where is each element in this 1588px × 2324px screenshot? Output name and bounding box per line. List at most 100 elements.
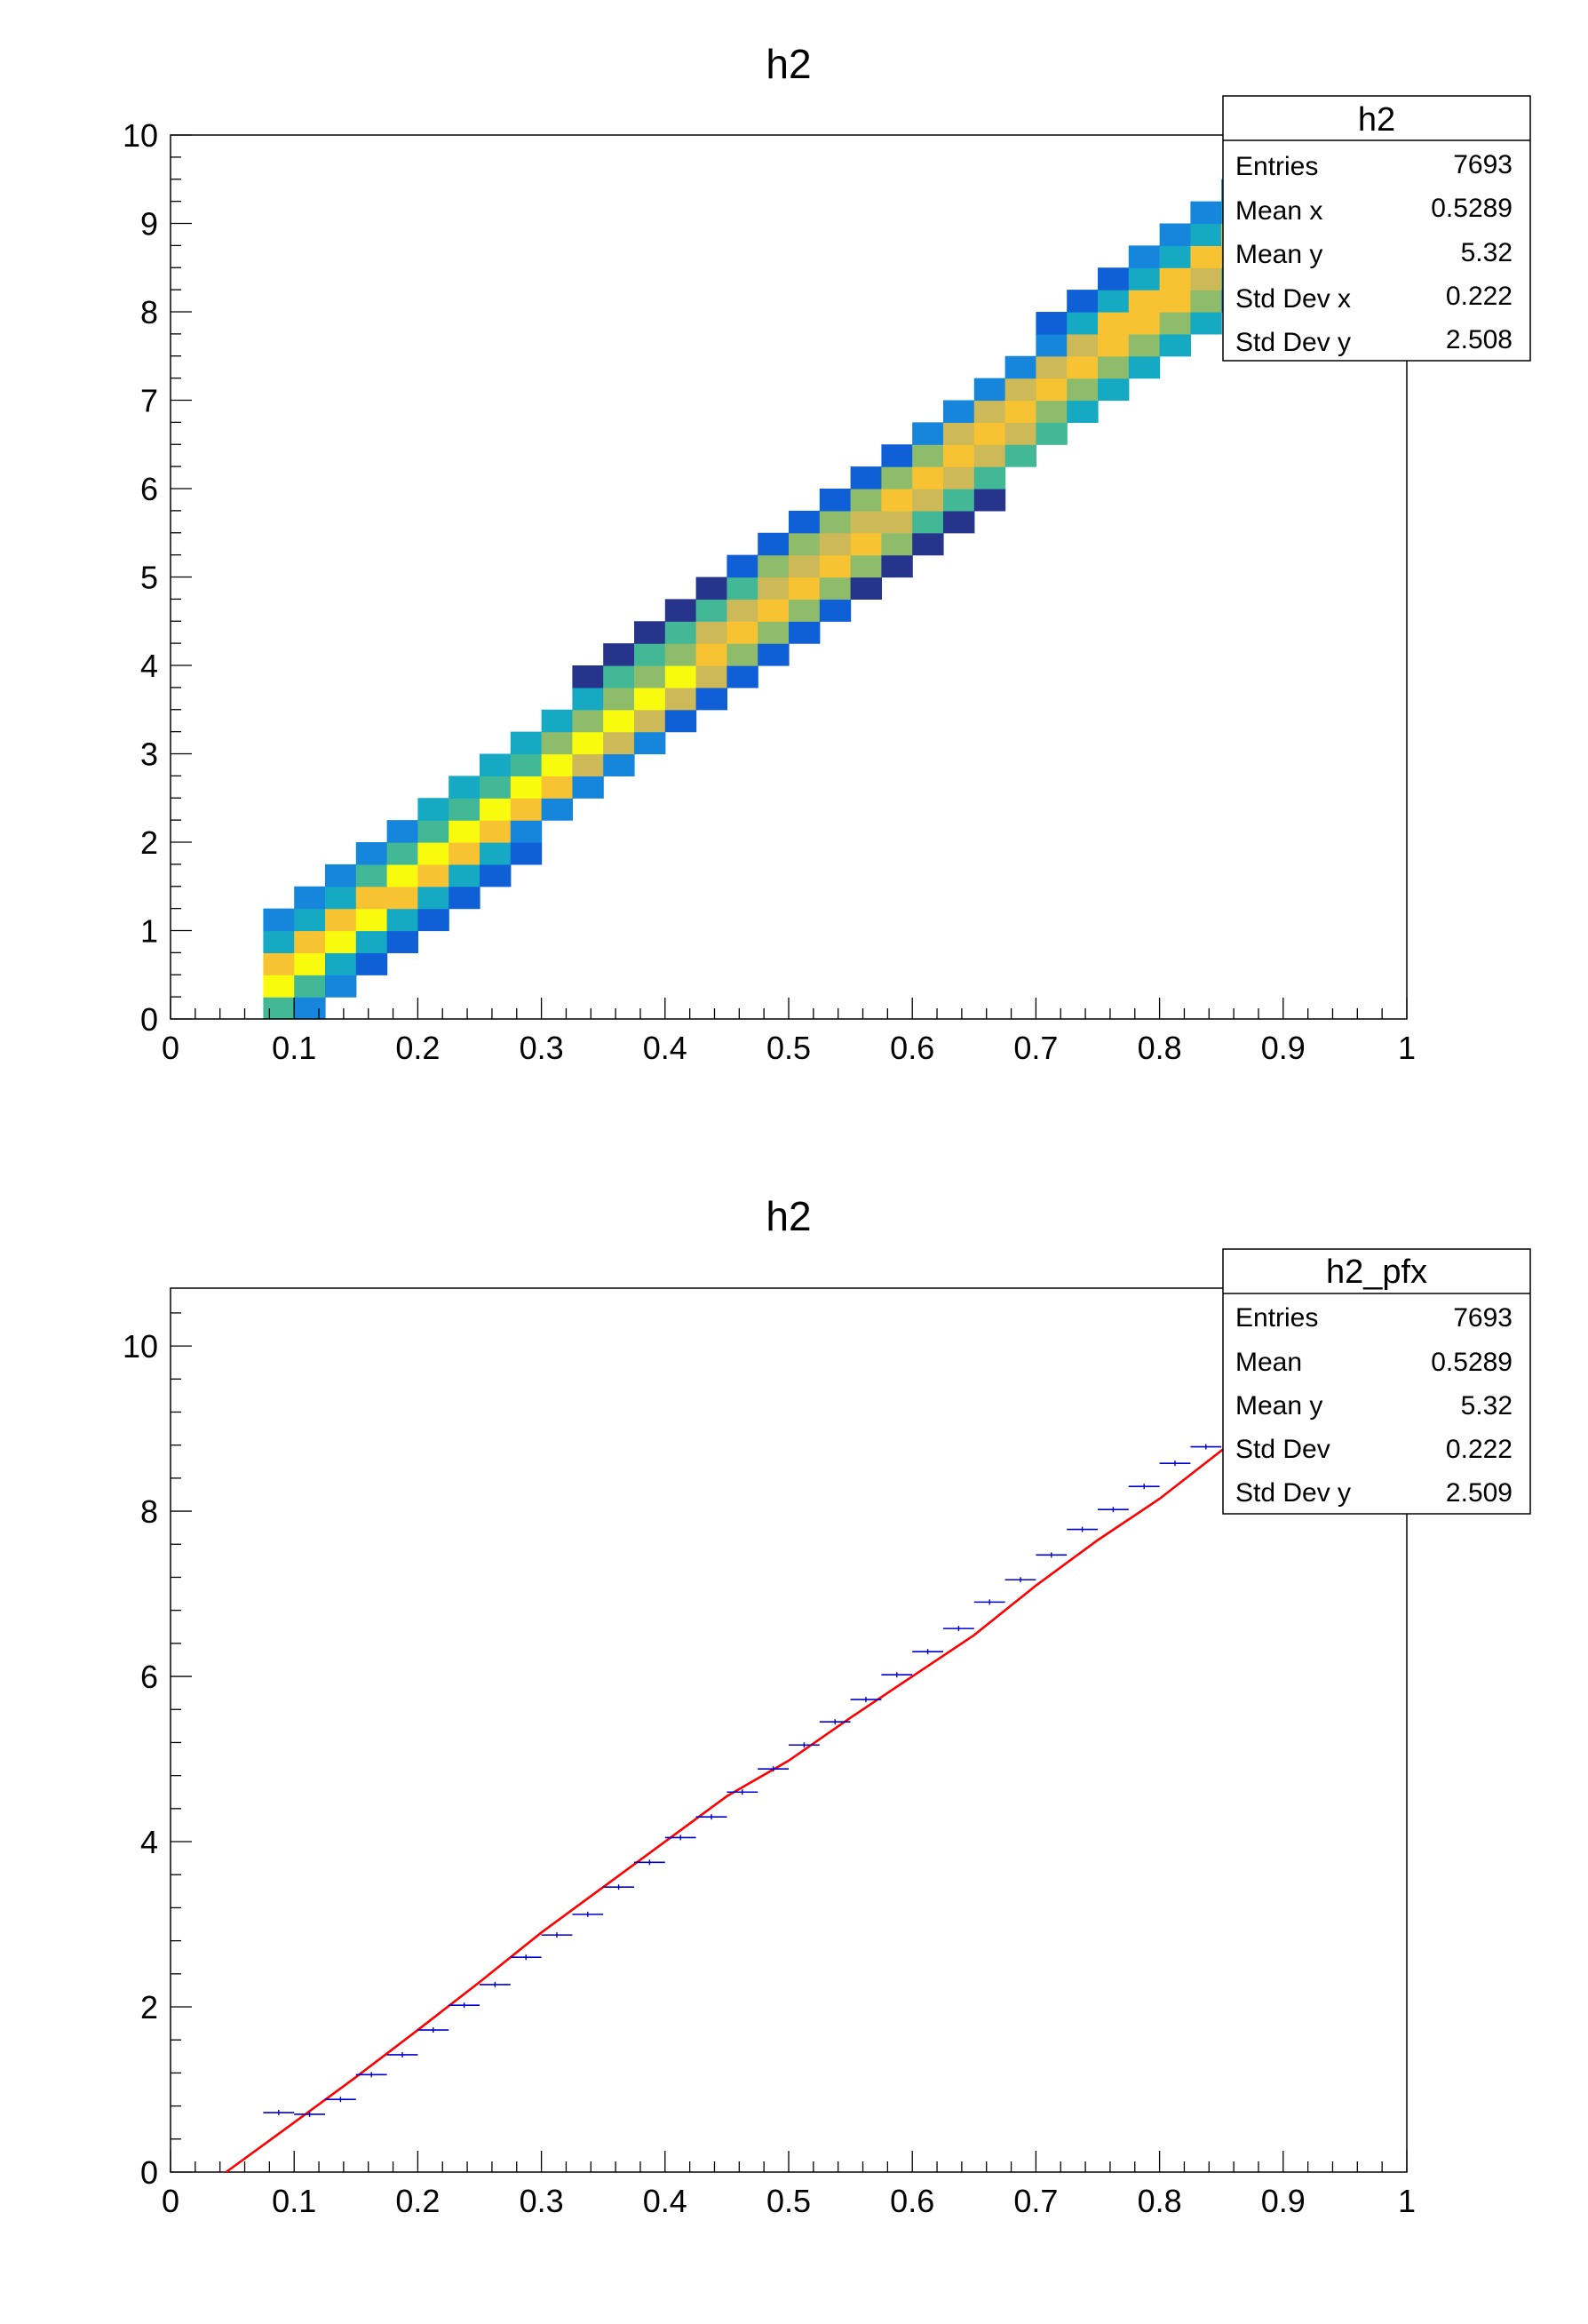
y-tick-label: 3 xyxy=(140,736,158,773)
heatmap-cell xyxy=(1036,333,1068,357)
heatmap-cell xyxy=(634,643,666,666)
heatmap-cell xyxy=(881,510,913,534)
x-tick-label: 0.3 xyxy=(520,2183,564,2219)
heatmap-cell xyxy=(1004,444,1036,467)
x-tick-label: 0 xyxy=(162,1030,179,1066)
heatmap-cell xyxy=(695,621,727,644)
x-tick-label: 0.4 xyxy=(643,2183,687,2219)
heatmap-cell xyxy=(325,908,357,932)
heatmap-cell xyxy=(789,554,821,578)
heatmap-cell xyxy=(510,842,543,865)
x-tick-label: 1 xyxy=(1398,2183,1416,2219)
heatmap-cell xyxy=(480,864,512,887)
heatmap-cell xyxy=(294,997,326,1020)
heatmap-cell xyxy=(634,731,666,755)
heatmap-cell xyxy=(1159,245,1191,268)
heatmap-cell xyxy=(480,798,512,821)
heatmap-cell xyxy=(727,643,758,666)
heatmap-cell xyxy=(1036,312,1068,335)
heatmap-cell xyxy=(355,864,388,887)
y-tick-label: 9 xyxy=(140,206,158,243)
heatmap-cell xyxy=(480,776,512,799)
heatmap-cell xyxy=(449,886,480,910)
heatmap-cell xyxy=(758,554,790,578)
heatmap-cell xyxy=(973,378,1006,402)
y-tick-label: 2 xyxy=(140,1989,158,2026)
x-tick-label: 0.1 xyxy=(272,1030,316,1066)
heatmap-cell xyxy=(912,466,944,489)
heatmap-cell xyxy=(1128,333,1161,357)
heatmap-cell xyxy=(664,643,697,666)
heatmap-cell xyxy=(263,930,295,953)
heatmap-cell xyxy=(294,908,326,932)
heatmap-cell xyxy=(881,444,913,467)
heatmap-cell xyxy=(1004,378,1036,402)
heatmap-cell xyxy=(789,621,821,644)
x-tick-label: 0.9 xyxy=(1261,2183,1306,2219)
plot-frame xyxy=(170,1287,1408,2173)
heatmap-cell xyxy=(1159,267,1191,290)
heatmap-cell xyxy=(1098,333,1130,357)
heatmap-cell xyxy=(664,621,697,644)
heatmap-cell xyxy=(634,665,666,688)
heatmap-cell xyxy=(355,952,388,975)
fit-line xyxy=(225,1440,1235,2174)
heatmap-cell xyxy=(695,599,727,622)
y-tick-label: 2 xyxy=(140,824,158,861)
heatmap-cell xyxy=(973,444,1006,467)
heatmap-cell xyxy=(1004,422,1036,445)
heatmap-cell xyxy=(449,864,480,887)
heatmap-cell xyxy=(263,997,295,1020)
heatmap-cell xyxy=(572,687,604,711)
heatmap-cell xyxy=(850,577,882,600)
heatmap-cell xyxy=(789,510,821,534)
x-tick-label: 0.6 xyxy=(890,1030,934,1066)
heatmap-cell xyxy=(572,665,604,688)
heatmap-cell xyxy=(789,599,821,622)
heatmap-cell xyxy=(664,665,697,688)
heatmap-cell xyxy=(294,886,326,910)
y-tick-label: 10 xyxy=(123,1328,158,1365)
y-tick-label: 4 xyxy=(140,1824,158,1860)
heatmap-cell xyxy=(603,753,635,776)
heatmap-cell xyxy=(1036,355,1068,379)
heatmap-cell xyxy=(1190,312,1222,335)
heatmap-cell xyxy=(541,731,573,755)
profile-panel: h2 0 0.1 0.2 0.3 0.4 0.5 0.6 0.7 0.8 0.9 10246810 … xyxy=(123,1193,1531,2219)
heatmap-cells xyxy=(263,156,1284,1020)
heatmap-cell xyxy=(417,820,449,843)
x-tick-label: 0.8 xyxy=(1138,1030,1182,1066)
heatmap-cell xyxy=(1098,290,1130,313)
heatmap-cell xyxy=(727,554,758,578)
heatmap-cell xyxy=(758,599,790,622)
axes: 0 0.1 0.2 0.3 0.4 0.5 0.6 0.7 0.8 0.9 101234567891… xyxy=(123,117,1416,1066)
heatmap-cell xyxy=(603,709,635,733)
x-tick-label: 0.9 xyxy=(1261,1030,1306,1066)
heatmap-cell xyxy=(449,820,480,843)
heatmap-cell xyxy=(1159,290,1191,313)
y-tick-label: 6 xyxy=(140,471,158,507)
heatmap-cell xyxy=(789,577,821,600)
stats-title: h2_pfx xyxy=(1326,1254,1427,1291)
x-tick-label: 0.6 xyxy=(890,2183,934,2219)
heatmap-cell xyxy=(912,510,944,534)
stats-label: Entries xyxy=(1235,152,1318,181)
heatmap-cell xyxy=(294,930,326,953)
heatmap-cell xyxy=(1190,223,1222,246)
x-tick-label: 0.7 xyxy=(1013,2183,1058,2219)
heatmap-cell xyxy=(634,687,666,711)
heatmap-cell xyxy=(572,776,604,799)
heatmap-cell xyxy=(1159,312,1191,335)
heatmap-cell xyxy=(1067,290,1099,313)
stats-value: 0.5289 xyxy=(1431,194,1513,223)
heatmap-cell xyxy=(819,532,852,556)
x-tick-label: 0.7 xyxy=(1013,1030,1058,1066)
heatmap-cell xyxy=(386,908,418,932)
heatmap-cell xyxy=(973,422,1006,445)
heatmap-cell xyxy=(1128,355,1161,379)
stats-value: 2.509 xyxy=(1446,1478,1513,1508)
heatmap-cell xyxy=(664,687,697,711)
heatmap-cell xyxy=(603,665,635,688)
heatmap-cell xyxy=(758,532,790,556)
heatmap-cell xyxy=(973,466,1006,489)
